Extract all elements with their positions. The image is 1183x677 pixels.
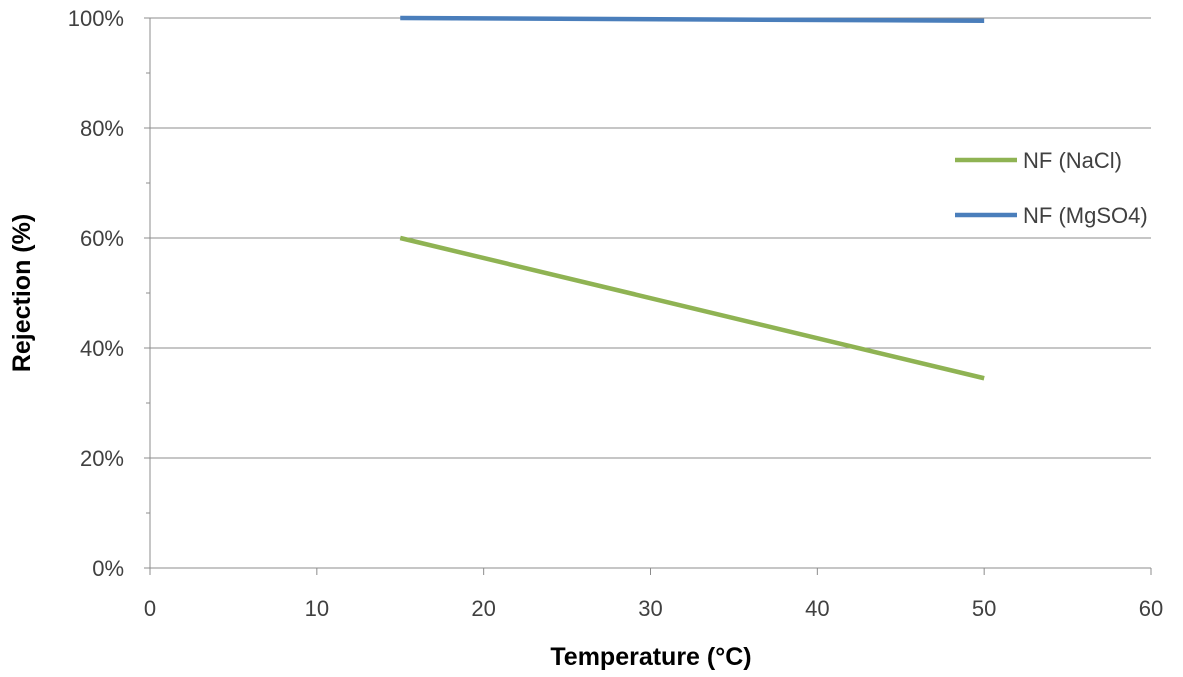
y-axis-title: Rejection (%) xyxy=(8,214,36,372)
x-tick-label: 0 xyxy=(144,596,156,621)
series-line-nf-mgso4 xyxy=(400,15,985,23)
x-tick-label: 50 xyxy=(972,596,996,621)
x-tick-label: 40 xyxy=(805,596,829,621)
axes: 0% 20% 40% 60% 80% 100% 0 10 20 30 40 50 60 xyxy=(68,6,1164,621)
x-tick-label: 60 xyxy=(1139,596,1163,621)
x-tick-label: 20 xyxy=(471,596,495,621)
y-tick-label: 80% xyxy=(80,116,124,141)
legend-label: NF (NaCl) xyxy=(1023,148,1122,173)
y-tick-label: 40% xyxy=(80,336,124,361)
series-line-nf-nacl xyxy=(399,235,985,381)
y-tick-label: 20% xyxy=(80,446,124,471)
series xyxy=(399,15,985,381)
y-tick-label: 0% xyxy=(92,556,124,581)
x-axis-title: Temperature (°C) xyxy=(550,643,751,671)
legend: NF (NaCl) NF (MgSO4) xyxy=(955,148,1148,228)
legend-label: NF (MgSO4) xyxy=(1023,203,1148,228)
x-tick-label: 10 xyxy=(305,596,329,621)
grid xyxy=(150,17,1151,459)
y-tick-label: 60% xyxy=(80,226,124,251)
y-tick-label: 100% xyxy=(68,6,124,31)
x-tick-label: 30 xyxy=(638,596,662,621)
